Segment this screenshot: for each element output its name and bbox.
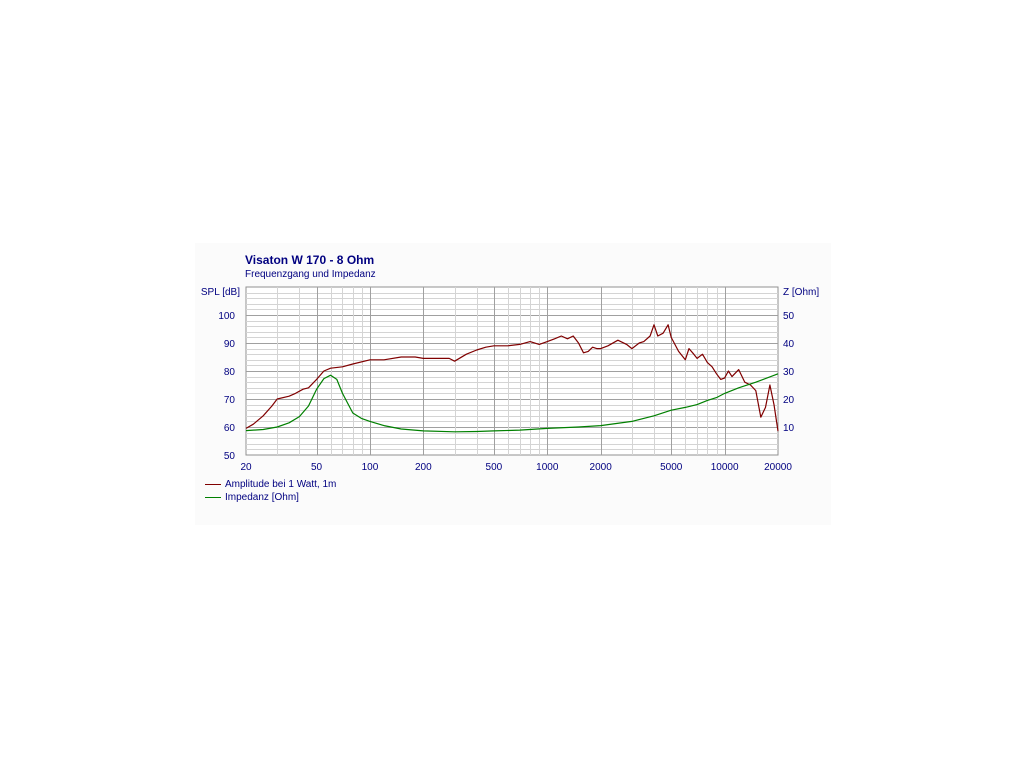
y-tick-label: 90 [224, 339, 236, 350]
y2-tick-label: 40 [783, 339, 795, 350]
x-tick-label: 20000 [764, 462, 792, 473]
legend-item-impedance: Impedanz [Ohm] [205, 491, 336, 504]
x-tick-label: 100 [362, 462, 379, 473]
legend-item-spl: Amplitude bei 1 Watt, 1m [205, 478, 336, 491]
x-tick-label: 1000 [536, 462, 559, 473]
x-tick-label: 2000 [590, 462, 613, 473]
y2-axis-label: Z [Ohm] [783, 287, 819, 298]
y-axis-label: SPL [dB] [201, 287, 240, 298]
x-tick-label: 50 [311, 462, 323, 473]
y-tick-label: 70 [224, 395, 236, 406]
chart-title: Visaton W 170 - 8 Ohm [245, 253, 375, 267]
x-tick-label: 20 [240, 462, 252, 473]
legend-label-spl: Amplitude bei 1 Watt, 1m [225, 479, 337, 490]
series-lines [245, 324, 779, 433]
series-line-spl [245, 324, 779, 432]
y2-tick-label: 20 [783, 395, 795, 406]
legend-swatch-impedance [205, 497, 221, 498]
legend-label-impedance: Impedanz [Ohm] [225, 492, 299, 503]
x-tick-label: 10000 [711, 462, 739, 473]
legend: Amplitude bei 1 Watt, 1m Impedanz [Ohm] [205, 478, 336, 504]
legend-swatch-spl [205, 484, 221, 485]
y2-tick-label: 10 [783, 423, 795, 434]
x-tick-label: 5000 [660, 462, 683, 473]
y-tick-label: 100 [218, 311, 235, 322]
tick-labels: 20 50 100 200 500 1000 2000 5000 10000 20000 50 60 7… [218, 311, 794, 473]
y-tick-label: 60 [224, 423, 236, 434]
y-tick-label: 80 [224, 367, 236, 378]
x-tick-label: 200 [415, 462, 432, 473]
y2-tick-label: 50 [783, 311, 795, 322]
chart-subtitle: Frequenzgang und Impedanz [245, 269, 376, 280]
grid [245, 286, 779, 456]
x-tick-label: 500 [486, 462, 503, 473]
y2-tick-label: 30 [783, 367, 795, 378]
series-line-impedance [245, 373, 779, 433]
y-tick-label: 50 [224, 451, 236, 462]
